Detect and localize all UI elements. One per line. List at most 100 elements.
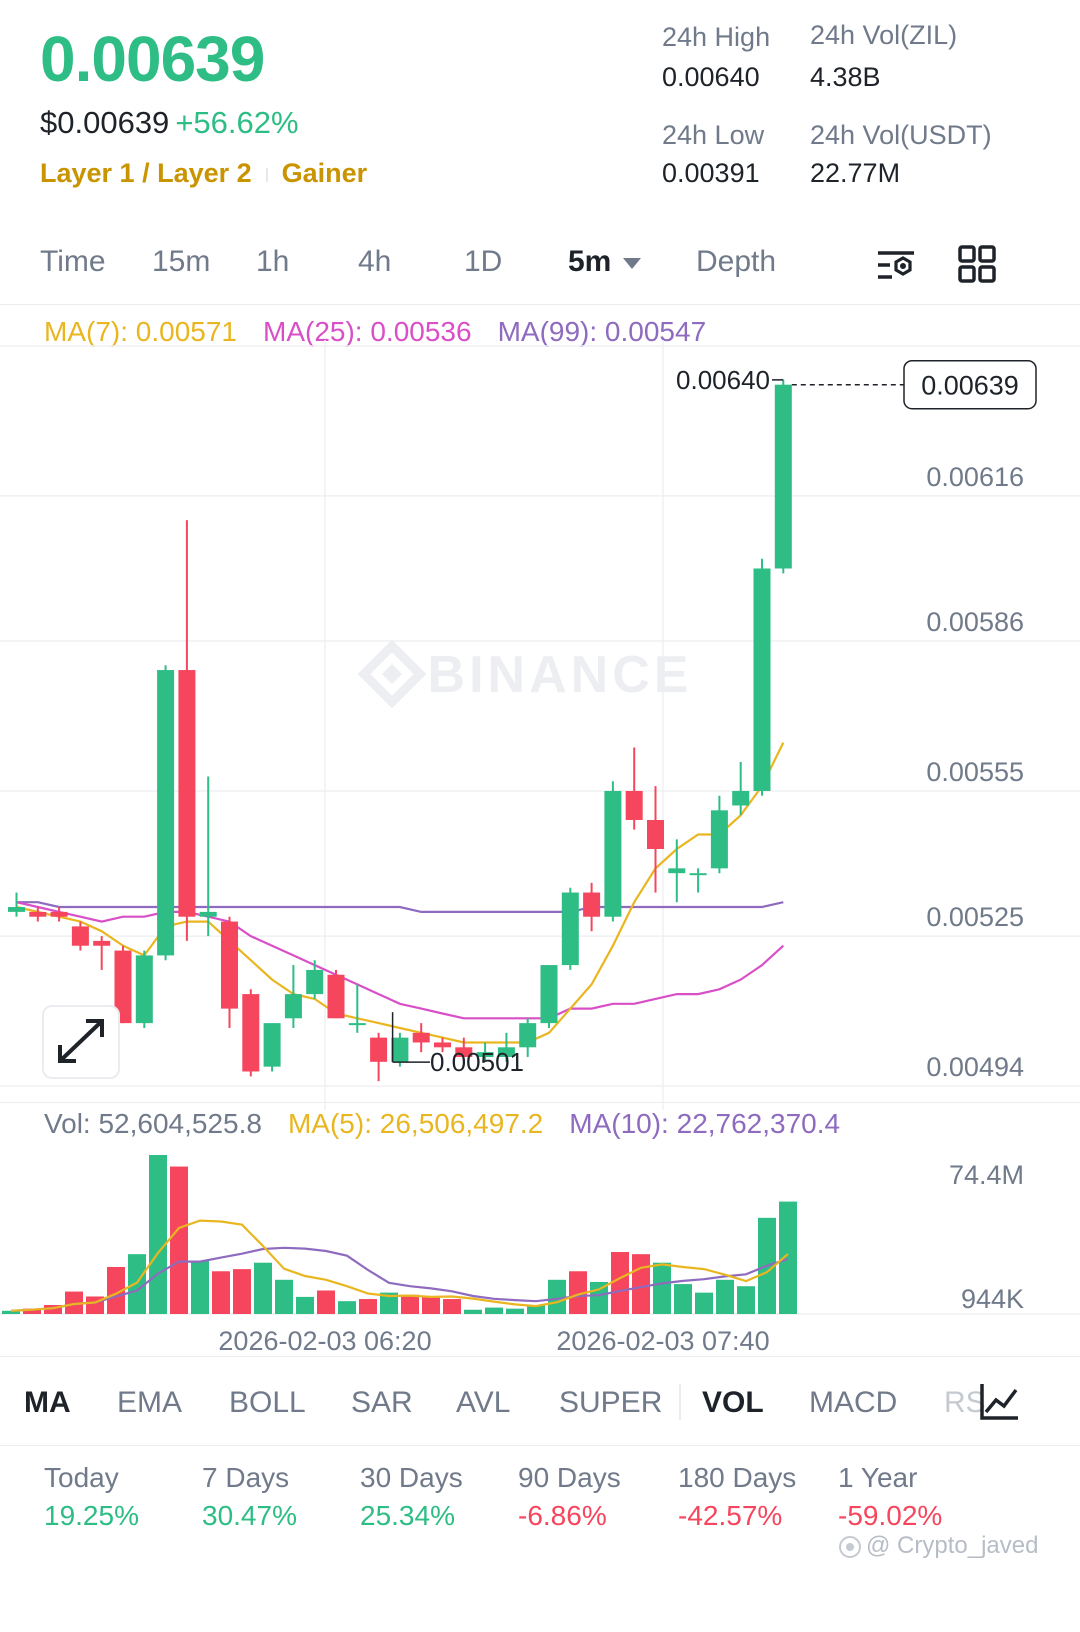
ind-tab-boll[interactable]: BOLL — [229, 1386, 306, 1419]
candle — [348, 984, 366, 1033]
volume-bar — [527, 1305, 545, 1314]
volume-bar — [233, 1269, 251, 1314]
ind-tab-avl[interactable]: AVL — [456, 1386, 511, 1419]
high-value: 0.00640 — [662, 62, 760, 92]
ind-tab-ema[interactable]: EMA — [117, 1386, 183, 1419]
candle-body — [8, 907, 25, 912]
candle — [391, 1032, 409, 1067]
price-axis: 0.00647 0.00616 0.00586 0.00555 0.00525 0.004… — [926, 340, 1024, 1082]
candle — [455, 1037, 473, 1057]
usd-price-row: $0.00639 +56.62% — [40, 105, 299, 141]
volume-chart[interactable]: 74.4M 944K 2026-02-03 06:20 2026-02-03 07:4… — [0, 1150, 1080, 1360]
ind-tab-super[interactable]: SUPER — [559, 1386, 663, 1419]
tag-row: Layer 1 / Layer 2 Gainer — [40, 158, 367, 189]
tag-separator — [265, 167, 268, 182]
performance-label: 90 Days — [518, 1462, 621, 1493]
candle-body — [497, 1047, 515, 1057]
volume-bar — [2, 1310, 20, 1314]
indicator-separator — [679, 1384, 681, 1420]
performance-value: -6.86% — [518, 1500, 607, 1531]
candle-body — [774, 384, 792, 569]
volume-bar — [716, 1279, 734, 1314]
volume-bar — [380, 1292, 398, 1314]
ind-tab-macd[interactable]: MACD — [809, 1386, 898, 1419]
candle — [50, 907, 68, 922]
candle-body — [732, 790, 750, 806]
volume-bar — [212, 1271, 230, 1314]
chart-settings-icon[interactable] — [876, 245, 916, 285]
candle-body — [284, 994, 302, 1019]
candle-body — [668, 868, 686, 874]
fullscreen-button[interactable] — [42, 1005, 120, 1079]
candle-body — [647, 819, 664, 850]
price-tick-label: 0.00616 — [926, 462, 1024, 492]
ma7-line — [16, 742, 785, 1044]
vol-base-value: 4.38B — [810, 62, 881, 92]
ind-tab-rsi[interactable]: RS — [944, 1386, 986, 1419]
tab-depth[interactable]: Depth — [696, 245, 777, 278]
volume-bar — [548, 1279, 566, 1314]
vol-ma5-label: MA(5): 26,506,497.2 — [287, 1108, 544, 1139]
candle-body — [306, 969, 324, 995]
candle-body — [710, 810, 728, 869]
volume-bar — [359, 1299, 377, 1314]
volume-bar — [23, 1308, 41, 1314]
vol-base-label: 24h Vol(ZIL) — [810, 20, 958, 50]
candle-body — [412, 1032, 430, 1043]
ma99-label: MA(99): 0.00547 — [497, 316, 707, 347]
tab-15m[interactable]: 15m — [152, 245, 211, 278]
performance-value: 30.47% — [202, 1500, 297, 1531]
candle-body — [370, 1037, 388, 1062]
tab-1h[interactable]: 1h — [256, 245, 290, 278]
price-tick-label: 0.00525 — [926, 902, 1024, 932]
ind-tab-sar[interactable]: SAR — [351, 1386, 413, 1419]
candle-body — [157, 670, 175, 956]
candle — [157, 665, 175, 961]
candle-body — [753, 568, 771, 791]
high-label: 24h High — [662, 22, 771, 52]
change-percent: +56.62% — [175, 105, 299, 140]
performance-value: -42.57% — [678, 1500, 783, 1531]
tab-1d[interactable]: 1D — [464, 245, 503, 278]
candle — [647, 786, 664, 893]
candlestick-chart[interactable]: BINANCE 0.006470.006160.005860.005550.00… — [0, 340, 1080, 1110]
candle-body — [178, 670, 196, 917]
ma-legend: MA(7): 0.00571 MA(25): 0.00536 MA(99): 0.0… — [44, 316, 732, 348]
tab-5m-dropdown[interactable]: 5m — [568, 245, 642, 279]
candle — [114, 945, 132, 1024]
tag-gainer[interactable]: Gainer — [281, 158, 368, 188]
candle — [497, 1032, 515, 1062]
volume-bar — [779, 1201, 797, 1314]
tab-time[interactable]: Time — [40, 245, 106, 278]
volume-bar — [254, 1262, 272, 1314]
indicator-settings-icon[interactable] — [978, 1382, 1020, 1422]
time-tick-label: 2026-02-03 06:20 — [218, 1326, 431, 1356]
annotations: 0.00640 0.00501 0.00639 — [391, 359, 1037, 1077]
candle — [519, 1018, 537, 1057]
price-tick-label: 0.00647 — [926, 340, 1024, 342]
volume-bar — [170, 1166, 188, 1314]
last-price-box — [903, 359, 1037, 410]
candle — [540, 965, 558, 1028]
volume-bar — [338, 1301, 356, 1314]
candle — [284, 965, 302, 1028]
interval-tabs: Time 15m 1h 4h 1D 5m Depth — [0, 245, 1080, 305]
volume-bar — [737, 1286, 755, 1314]
ind-tab-vol[interactable]: VOL — [702, 1386, 764, 1419]
tag-layer[interactable]: Layer 1 / Layer 2 — [40, 158, 252, 188]
candle-body — [540, 965, 558, 1024]
tabs-divider — [0, 304, 1080, 305]
volume-bar — [695, 1292, 713, 1314]
candle-body — [583, 892, 601, 917]
volume-bar — [611, 1252, 629, 1314]
volume-bars — [0, 1155, 1080, 1315]
candle — [263, 1023, 281, 1072]
candle-body — [221, 921, 238, 1009]
candle-body — [93, 940, 111, 946]
grid-layout-icon[interactable] — [958, 245, 996, 283]
tab-4h[interactable]: 4h — [358, 245, 392, 278]
candle — [583, 882, 601, 932]
candle-body — [135, 955, 153, 1024]
volume-bar — [317, 1290, 335, 1314]
ind-tab-ma[interactable]: MA — [24, 1386, 71, 1419]
